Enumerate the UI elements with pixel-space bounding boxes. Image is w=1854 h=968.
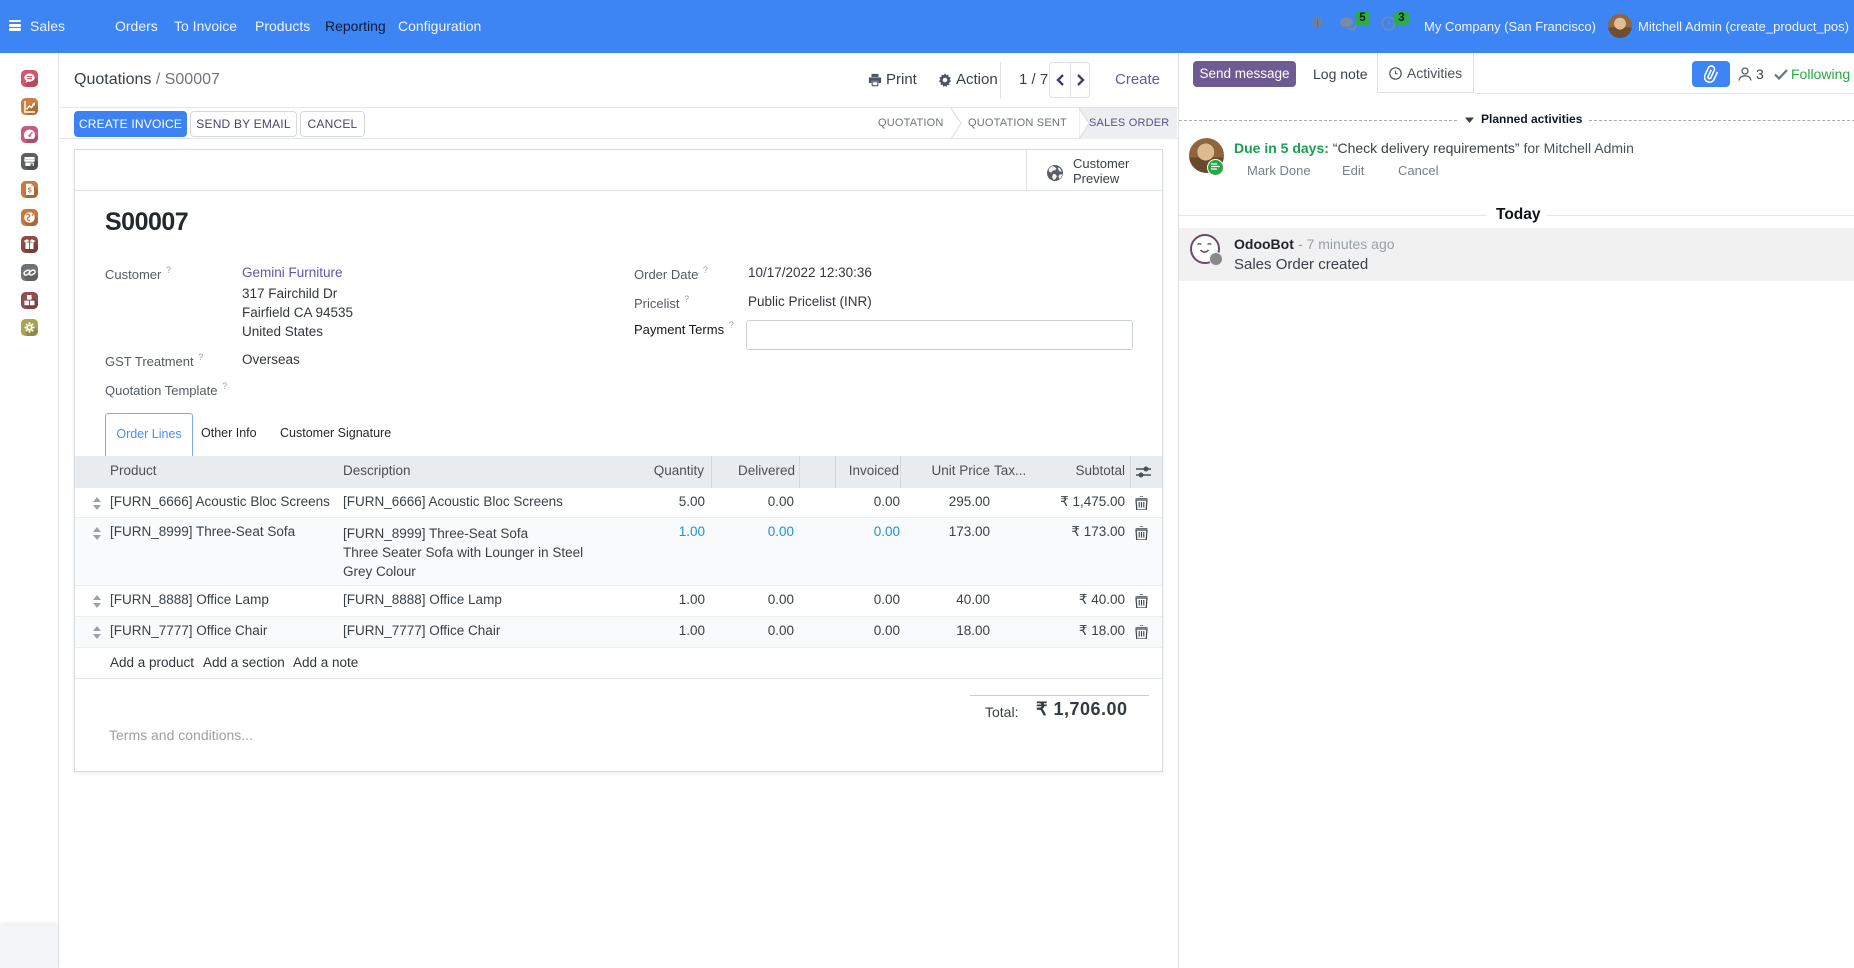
svg-text:$: $ (28, 187, 32, 194)
